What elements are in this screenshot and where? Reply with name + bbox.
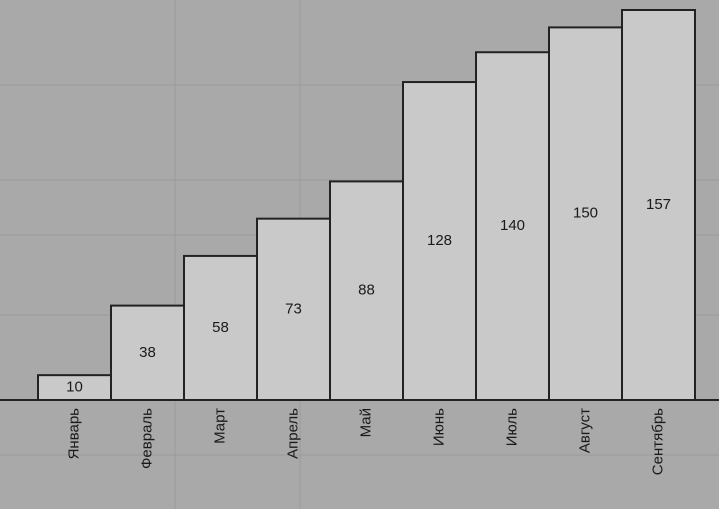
bar [475, 51, 550, 401]
x-tick-label: Январь [65, 408, 82, 460]
bar [402, 81, 477, 402]
x-tick-label: Сентябрь [649, 408, 666, 475]
value-label: 128 [427, 232, 452, 249]
x-tick-label: Июнь [430, 408, 447, 446]
value-label: 150 [573, 205, 598, 222]
x-tick-label: Август [576, 408, 593, 453]
x-tick-label: Май [357, 408, 374, 437]
bar [548, 26, 623, 401]
bar [256, 217, 331, 401]
value-label: 157 [646, 196, 671, 213]
value-label: 73 [285, 300, 302, 317]
x-tick-label: Июль [503, 408, 520, 446]
value-label: 88 [358, 282, 375, 299]
x-tick-label: Март [211, 408, 228, 444]
bar [110, 304, 185, 402]
value-label: 10 [66, 379, 83, 396]
x-tick-label: Февраль [138, 408, 155, 469]
value-label: 38 [139, 344, 156, 361]
value-label: 140 [500, 217, 525, 234]
value-label: 58 [212, 319, 229, 336]
bar [329, 180, 404, 401]
bar [621, 9, 696, 401]
x-tick-label: Апрель [284, 408, 301, 459]
